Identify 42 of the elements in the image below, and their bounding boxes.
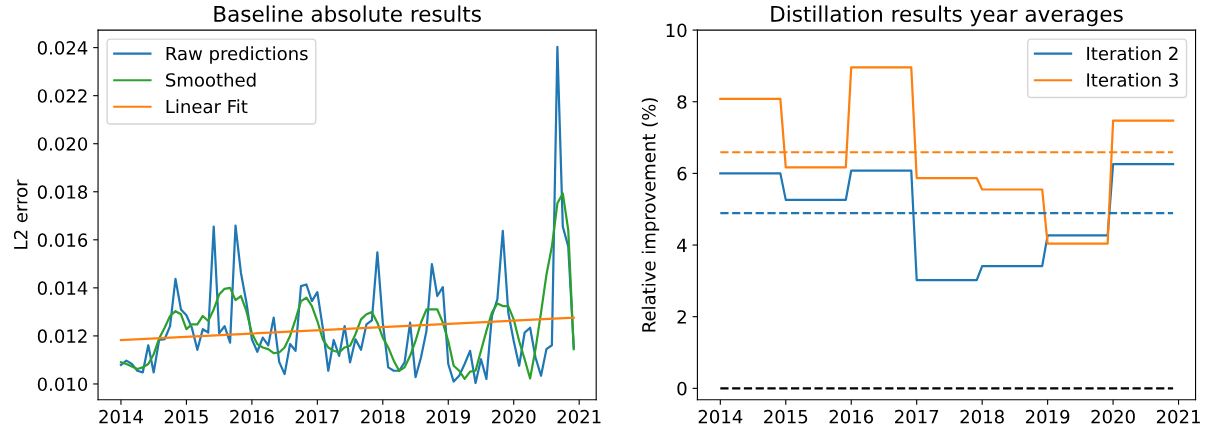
legend-label: Iteration 2 [1087,46,1178,61]
x-tick-label: 2015 [164,409,208,424]
x-tick-label: 2019 [426,409,470,424]
line-series [719,162,1175,282]
x-tick-label: 2019 [1025,409,1070,424]
y-tick-label: 0.022 [37,89,87,103]
x-tick-label: 2018 [960,409,1004,424]
y-tick-label: 0.014 [37,281,88,295]
legend-label: Smoothed [166,72,256,87]
legend-label: Raw predictions [166,46,308,64]
y-axis-title: L2 error [13,179,28,249]
y-tick-label: 2 [677,310,686,324]
y-tick-label: 0.016 [37,233,88,247]
x-tick-label: 2017 [295,409,339,424]
y-tick-label: 8 [677,95,687,109]
y-tick-label: 6 [677,166,687,181]
line-series [119,45,575,385]
y-tick-label: 0.024 [37,41,88,55]
x-tick-label: 2021 [557,409,601,424]
x-tick-label: 2017 [895,409,939,424]
x-tick-label: 2016 [230,409,274,424]
x-tick-label: 2016 [829,409,874,424]
x-tick-label: 2014 [99,409,143,424]
y-tick-label: 4 [677,238,687,252]
y-tick-label: 0.018 [37,185,88,199]
line-series [119,192,575,381]
x-tick-label: 2020 [1091,409,1135,424]
y-tick-label: 10 [666,23,687,38]
legend-label: Linear Fit [166,99,248,114]
x-tick-label: 2015 [764,409,808,424]
y-tick-label: 0.010 [37,377,88,392]
chart-title: Distillation results year averages [771,5,1123,27]
legend-label: Iteration 3 [1087,72,1178,87]
y-tick-label: 0.012 [37,329,87,344]
y-axis-title: Relative improvement (%) [641,98,660,332]
x-tick-label: 2014 [698,409,743,424]
x-tick-label: 2018 [361,409,405,424]
x-tick-label: 2020 [492,409,536,424]
y-tick-label: 0 [677,381,687,396]
y-tick-label: 0.020 [37,137,88,151]
x-tick-label: 2021 [1156,409,1200,424]
chart-title: Baseline absolute results [214,5,481,23]
